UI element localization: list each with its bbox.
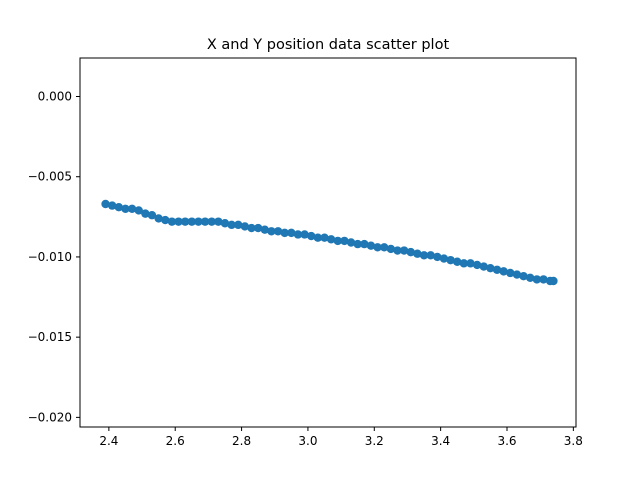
data-point — [247, 223, 256, 233]
data-point — [459, 259, 469, 268]
data-point — [333, 236, 342, 246]
data-point — [380, 243, 389, 252]
data-point — [406, 247, 415, 257]
data-point — [340, 236, 349, 246]
data-point — [253, 223, 263, 233]
data-point — [439, 254, 449, 263]
data-point — [220, 219, 230, 228]
data-point — [346, 238, 356, 247]
data-point — [207, 217, 216, 226]
data-point — [492, 265, 502, 274]
data-point — [234, 220, 243, 230]
data-point — [453, 257, 462, 266]
data-point — [466, 259, 475, 268]
data-point — [227, 220, 236, 230]
data-point — [326, 235, 336, 244]
data-point — [200, 217, 210, 226]
data-point — [366, 241, 376, 250]
data-point — [413, 249, 422, 258]
data-point — [300, 230, 309, 239]
data-point — [519, 271, 528, 281]
data-point — [526, 273, 535, 282]
x-tick-label: 3.6 — [497, 434, 516, 448]
data-point — [486, 263, 495, 273]
data-point — [194, 217, 203, 226]
data-point — [134, 206, 143, 215]
data-point — [539, 275, 548, 284]
data-point — [114, 203, 124, 212]
data-point — [121, 204, 130, 214]
data-point — [141, 209, 150, 218]
data-point — [373, 243, 382, 252]
scatter-points — [101, 199, 558, 286]
data-point — [107, 201, 117, 210]
x-tick-label: 3.8 — [564, 434, 583, 448]
data-point — [147, 211, 157, 220]
y-tick-label: −0.005 — [28, 170, 72, 184]
data-point — [293, 230, 303, 239]
data-point — [320, 233, 329, 242]
data-point — [267, 227, 276, 236]
data-point — [549, 276, 558, 286]
data-point — [472, 260, 482, 270]
data-point — [506, 268, 515, 278]
data-point — [240, 222, 250, 231]
data-point — [353, 239, 362, 249]
data-point — [101, 199, 110, 209]
y-tick-label: −0.015 — [28, 330, 72, 344]
data-point — [260, 225, 269, 234]
data-point — [161, 215, 170, 225]
data-point — [180, 217, 190, 226]
data-point — [287, 228, 296, 238]
x-tick-label: 2.8 — [232, 434, 251, 448]
x-tick-label: 2.6 — [166, 434, 185, 448]
data-point — [307, 231, 316, 241]
data-point — [154, 214, 163, 223]
data-point — [446, 255, 455, 265]
data-point — [426, 251, 435, 260]
data-point — [214, 217, 223, 226]
x-tick-label: 3.0 — [298, 434, 317, 448]
y-tick-label: −0.020 — [28, 410, 72, 424]
data-point — [419, 251, 429, 260]
data-point — [499, 267, 508, 276]
data-point — [512, 270, 522, 279]
y-tick-label: 0.000 — [38, 90, 72, 104]
plot-frame — [79, 57, 577, 428]
data-point — [386, 244, 396, 254]
data-point — [187, 217, 197, 226]
data-point — [313, 233, 323, 242]
data-point — [273, 227, 283, 236]
data-point — [127, 204, 137, 214]
x-tick-label: 3.2 — [365, 434, 384, 448]
data-point — [280, 228, 289, 238]
data-point — [174, 217, 183, 226]
data-point — [399, 246, 409, 255]
x-tick-label: 3.4 — [431, 434, 450, 448]
data-point — [167, 217, 177, 226]
x-axis: 2.4 2.6 2.8 3.0 3.2 3.4 3.6 3.8 — [99, 427, 583, 448]
data-point — [433, 252, 442, 262]
x-tick-label: 2.4 — [99, 434, 118, 448]
data-point — [532, 275, 542, 284]
chart-title: X and Y position data scatter plot — [207, 37, 450, 53]
data-point — [479, 262, 488, 271]
y-tick-label: −0.010 — [28, 250, 72, 264]
data-point — [393, 246, 402, 255]
data-point — [360, 239, 369, 249]
y-axis: 0.000 −0.005 −0.010 −0.015 −0.020 — [28, 90, 80, 424]
